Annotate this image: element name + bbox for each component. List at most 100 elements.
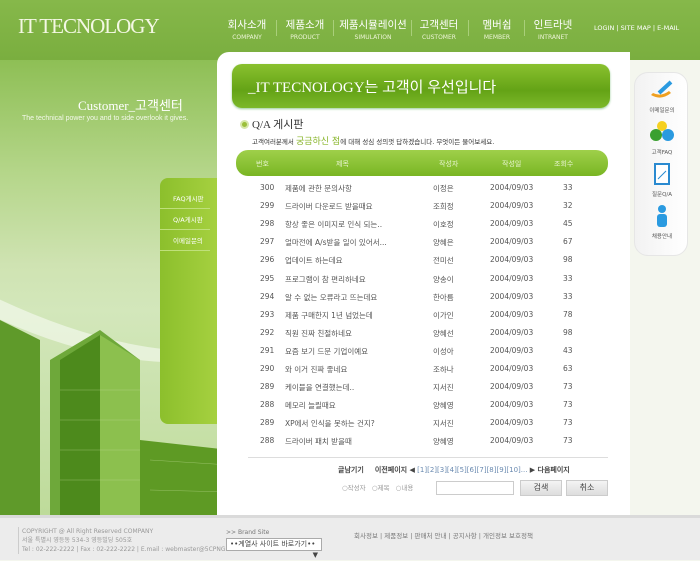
row-author: 양송이 [433, 274, 454, 284]
row-views: 73 [563, 436, 573, 446]
menu-faq[interactable]: FAQ게시판 [160, 193, 210, 209]
footer-links[interactable]: 회사정보 | 제품정보 | 판매처 안내 | 공지사항 | 개인정보 보호정책 [354, 532, 533, 540]
quick-faq[interactable]: 고객FAQ [639, 121, 685, 156]
row-number: 288 [260, 400, 275, 410]
search-options: ○작성자 ○제목 ○내용 [342, 482, 413, 492]
row-title[interactable]: 메모리 늘릴때요 [285, 401, 336, 411]
quick-recruit[interactable]: 채용안내 [639, 205, 685, 240]
prev-page[interactable]: 이전페이지 ◀ [374, 466, 415, 474]
table-row[interactable]: 288 드라이버 패치 받을때 양혜영 2004/09/03 73 [240, 433, 600, 451]
radio-content[interactable]: ○내용 [395, 484, 414, 492]
row-title[interactable]: 직원 진짜 친절하네요 [285, 328, 352, 338]
quick-qa[interactable]: 질문Q/A [639, 163, 685, 198]
row-date: 2004/09/03 [490, 436, 534, 446]
write-link[interactable]: 글남기기 [338, 466, 364, 474]
row-title[interactable]: 와 이거 진짜 좋네요 [285, 365, 348, 374]
menu-email[interactable]: 이메일문의 [160, 235, 210, 251]
banner: _IT TECNOLOGY는 고객이 우선입니다 [232, 64, 610, 108]
row-number: 298 [260, 219, 275, 229]
row-title[interactable]: 요즘 보기 드문 기업이예요 [285, 346, 369, 356]
row-date: 2004/09/03 [490, 219, 534, 229]
row-number: 300 [260, 183, 275, 192]
menu-qa[interactable]: Q/A게시판 [160, 214, 210, 230]
search-button[interactable]: 검색 [520, 480, 562, 496]
row-views: 32 [563, 201, 573, 211]
row-date: 2004/09/03 [490, 291, 534, 301]
row-title[interactable]: 제품에 관한 문의사항 [285, 184, 352, 193]
pagination: 글남기기 이전페이지 ◀ [1][2][3][4][5][6][7][8][9]… [338, 465, 570, 475]
row-date: 2004/09/03 [490, 201, 534, 211]
nav-customer[interactable]: 고객센터 CUSTOMER [419, 19, 459, 41]
row-title[interactable]: 프로그램이 참 편리하네요 [285, 274, 366, 284]
table-row[interactable]: 291 요즘 보기 드문 기업이예요 이성아 2004/09/03 43 [240, 343, 600, 361]
next-page[interactable]: ▶ 다음페이지 [529, 466, 570, 474]
row-title[interactable]: 항상 좋은 이미지로 인식 되는.. [285, 220, 383, 230]
table-row[interactable]: 290 와 이거 진짜 좋네요 조하나 2004/09/03 63 [240, 361, 600, 379]
table-row[interactable]: 294 알 수 없는 오류라고 뜨는데요 한아름 2004/09/03 33 [240, 289, 600, 307]
nav-company[interactable]: 회사소개 COMPANY [227, 19, 267, 41]
row-number: 291 [260, 345, 275, 355]
section-title: Customer_고객센터 [78, 98, 183, 113]
nav-simulation[interactable]: 제품시뮬레이션 SIMULATION [339, 19, 407, 41]
board-description: 고객여러분께서 궁금하신 점에 대해 성심 성의껏 답하겠습니다. 무엇이든 물… [252, 137, 495, 147]
chevron-down-icon: ▼ [312, 551, 318, 559]
row-author: 이성아 [433, 346, 454, 356]
pencil-icon [651, 80, 673, 98]
board-title: Q/A 게시판 [240, 116, 303, 132]
cancel-button[interactable]: 취소 [566, 480, 608, 496]
row-author: 조희정 [433, 202, 454, 212]
table-row[interactable]: 289 케이블을 연결했는데.. 지서진 2004/09/03 73 [240, 379, 600, 397]
search-input[interactable] [436, 481, 514, 495]
table-row[interactable]: 295 프로그램이 참 편리하네요 양송이 2004/09/03 33 [240, 271, 600, 289]
row-author: 이정은 [433, 184, 454, 193]
row-title[interactable]: 업데이트 하는데요 [285, 256, 343, 266]
table-row[interactable]: 297 얼마전에 A/s받을 일이 있어서... 양혜은 2004/09/03 67 [240, 234, 600, 252]
radio-title[interactable]: ○제목 [371, 484, 390, 492]
bullet-icon [240, 120, 249, 129]
nav-member[interactable]: 멤버쉽 MEMBER [482, 19, 512, 41]
row-number: 296 [260, 255, 275, 265]
row-views: 63 [563, 364, 573, 373]
table-row[interactable]: 293 제품 구매한지 1년 넘었는데 이가인 2004/09/03 78 [240, 307, 600, 325]
table-row[interactable]: 289 XP에서 인식을 못하는 건지? 지서진 2004/09/03 73 [240, 415, 600, 433]
row-date: 2004/09/03 [490, 382, 534, 392]
table-row[interactable]: 299 드라이버 다운로드 받을때요 조희정 2004/09/03 32 [240, 198, 600, 216]
row-author: 양혜영 [433, 437, 454, 447]
quick-email[interactable]: 이메일문의 [639, 79, 685, 114]
row-date: 2004/09/03 [490, 418, 534, 428]
row-number: 295 [260, 273, 275, 283]
row-date: 2004/09/03 [490, 255, 534, 265]
radio-author[interactable]: ○작성자 [342, 484, 366, 492]
brand-label: >> Brand Site [226, 529, 270, 536]
table-row[interactable]: 300 제품에 관한 문의사항 이정은 2004/09/03 33 [240, 180, 600, 198]
utility-links[interactable]: LOGIN | SITE MAP | E-MAIL [594, 24, 680, 32]
row-author: 전미선 [433, 256, 454, 266]
table-row[interactable]: 298 항상 좋은 이미지로 인식 되는.. 이호정 2004/09/03 45 [240, 216, 600, 234]
row-views: 98 [563, 255, 573, 265]
row-title[interactable]: 드라이버 패치 받을때 [285, 437, 352, 447]
row-title[interactable]: 알 수 없는 오류라고 뜨는데요 [285, 292, 378, 302]
row-number: 299 [260, 201, 275, 211]
row-title[interactable]: XP에서 인식을 못하는 건지? [285, 419, 375, 429]
logo[interactable]: IT TECNOLOGY [18, 14, 160, 38]
brand-site-select[interactable]: ••계열사 사이트 바로가기•• ▼ [226, 538, 322, 559]
row-author: 지서진 [433, 419, 454, 429]
row-title[interactable]: 제품 구매한지 1년 넘었는데 [285, 310, 373, 320]
table-row[interactable]: 296 업데이트 하는데요 전미선 2004/09/03 98 [240, 252, 600, 270]
row-views: 33 [563, 183, 573, 192]
table-header: 번호 제목 작성자 작성일 조회수 [236, 150, 608, 176]
copyright: COPYRIGHT @ All Right Reserved COMPANY 서울… [18, 527, 240, 554]
customers-icon [650, 121, 674, 141]
row-date: 2004/09/03 [490, 237, 534, 247]
nav-intranet[interactable]: 인트라넷 INTRANET [533, 19, 573, 41]
row-title[interactable]: 케이블을 연결했는데.. [285, 383, 355, 393]
row-views: 98 [563, 327, 573, 337]
row-views: 73 [563, 418, 573, 428]
table-row[interactable]: 292 직원 진짜 친절하네요 양혜선 2004/09/03 98 [240, 325, 600, 343]
row-number: 297 [260, 237, 275, 247]
page-numbers[interactable]: [1][2][3][4][5][6][7][8][9][10]... [417, 466, 528, 474]
table-row[interactable]: 288 메모리 늘릴때요 양혜영 2004/09/03 73 [240, 397, 600, 415]
row-title[interactable]: 얼마전에 A/s받을 일이 있어서... [285, 238, 387, 248]
row-title[interactable]: 드라이버 다운로드 받을때요 [285, 202, 373, 212]
nav-product[interactable]: 제품소개 PRODUCT [285, 19, 325, 41]
